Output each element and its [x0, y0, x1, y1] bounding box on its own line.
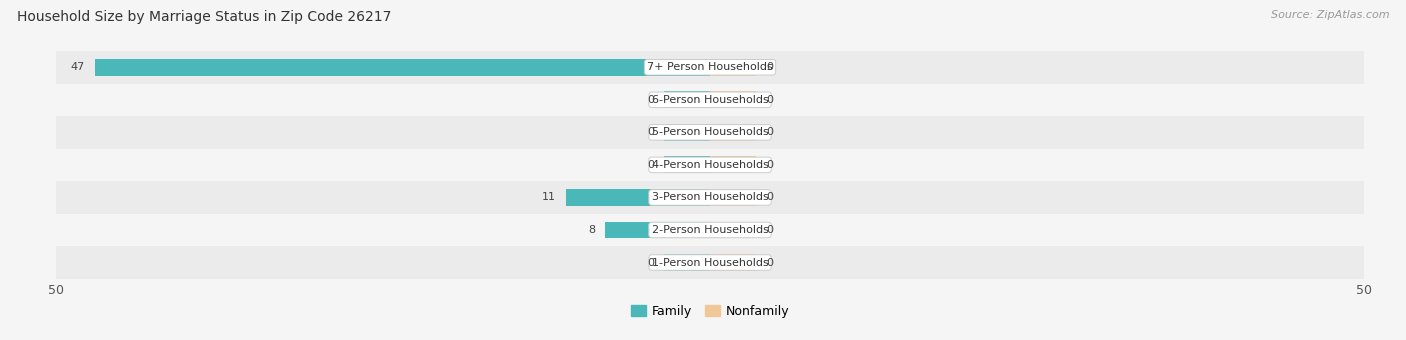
Bar [664, 156, 710, 173]
Bar [710, 254, 756, 271]
Text: 8: 8 [588, 225, 595, 235]
Bar [96, 59, 710, 76]
Bar [710, 124, 756, 141]
Text: 0: 0 [766, 225, 773, 235]
Bar [56, 84, 1364, 116]
Text: 0: 0 [647, 95, 654, 105]
Text: 0: 0 [766, 160, 773, 170]
Legend: Family, Nonfamily: Family, Nonfamily [626, 300, 794, 323]
Bar [56, 246, 1364, 279]
Bar [56, 181, 1364, 214]
Bar [56, 149, 1364, 181]
Bar [56, 116, 1364, 149]
Text: 3-Person Households: 3-Person Households [651, 192, 769, 202]
Text: 0: 0 [647, 128, 654, 137]
Bar [606, 222, 710, 238]
Text: 0: 0 [647, 257, 654, 268]
Bar [567, 189, 710, 206]
Text: 2-Person Households: 2-Person Households [651, 225, 769, 235]
Text: 5-Person Households: 5-Person Households [651, 128, 769, 137]
Text: Household Size by Marriage Status in Zip Code 26217: Household Size by Marriage Status in Zip… [17, 10, 391, 24]
Bar [56, 51, 1364, 84]
Bar [664, 91, 710, 108]
Text: 0: 0 [766, 192, 773, 202]
Bar [664, 254, 710, 271]
Text: 0: 0 [766, 128, 773, 137]
Bar [710, 189, 756, 206]
Text: 4-Person Households: 4-Person Households [651, 160, 769, 170]
Bar [56, 214, 1364, 246]
Text: 0: 0 [647, 160, 654, 170]
Text: 1-Person Households: 1-Person Households [651, 257, 769, 268]
Text: 0: 0 [766, 257, 773, 268]
Text: 0: 0 [766, 62, 773, 72]
Bar [710, 156, 756, 173]
Bar [710, 91, 756, 108]
Text: 11: 11 [541, 192, 555, 202]
Bar [710, 59, 756, 76]
Text: 47: 47 [70, 62, 84, 72]
Bar [664, 124, 710, 141]
Text: 0: 0 [766, 95, 773, 105]
Bar [710, 222, 756, 238]
Text: 6-Person Households: 6-Person Households [651, 95, 769, 105]
Text: Source: ZipAtlas.com: Source: ZipAtlas.com [1271, 10, 1389, 20]
Text: 7+ Person Households: 7+ Person Households [647, 62, 773, 72]
